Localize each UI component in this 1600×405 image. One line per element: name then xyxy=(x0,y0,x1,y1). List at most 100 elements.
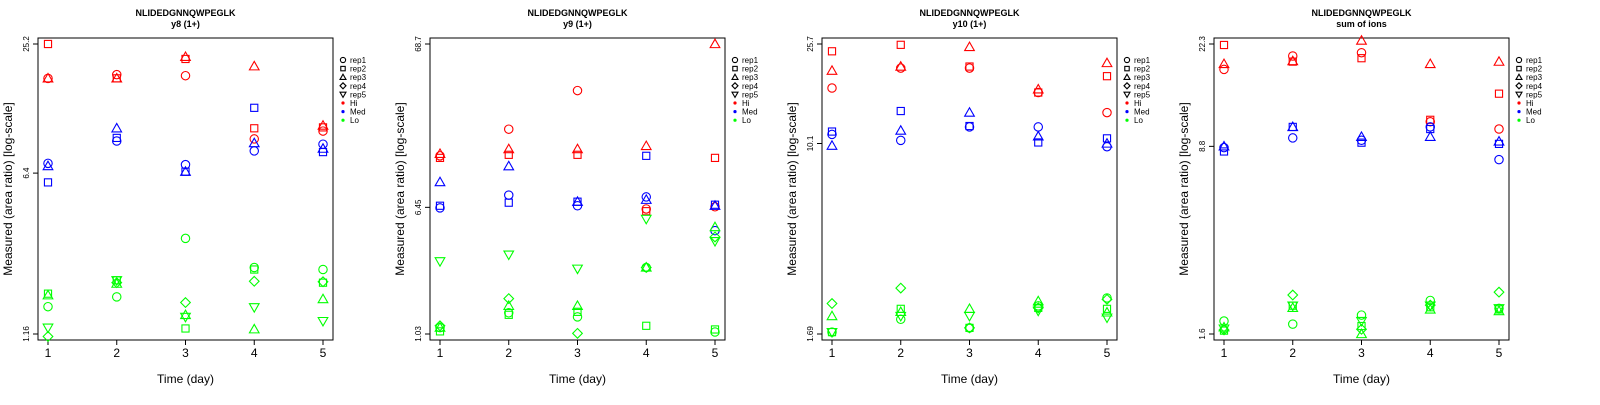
data-point xyxy=(1101,306,1113,317)
data-point xyxy=(827,83,837,93)
data-point xyxy=(1288,133,1298,143)
series-med-rep3 xyxy=(1218,120,1505,151)
series-lo-rep3 xyxy=(826,295,1113,321)
chart-title: NLIDEDGNNQWPEGLK xyxy=(136,8,236,18)
legend-label: Hi xyxy=(350,99,358,108)
y-tick-label: 1.69 xyxy=(806,326,815,342)
y-axis-title: Measured (area ratio) [log-scale] xyxy=(393,102,407,275)
data-point xyxy=(1424,301,1437,312)
x-tick-label: 3 xyxy=(574,346,581,360)
data-point xyxy=(710,153,720,163)
data-point xyxy=(1101,313,1113,324)
legend-label: Lo xyxy=(742,116,751,125)
series-hi-rep3 xyxy=(826,41,1113,94)
series-hi-rep2 xyxy=(827,40,1112,97)
data-point xyxy=(1355,323,1368,335)
data-point xyxy=(1494,89,1504,98)
data-point xyxy=(1288,319,1298,329)
legend-label: Lo xyxy=(350,116,359,125)
data-point xyxy=(571,327,584,339)
data-point xyxy=(434,320,446,332)
data-point xyxy=(435,201,445,210)
legend-symbol xyxy=(1123,73,1131,80)
data-point xyxy=(1102,134,1112,143)
x-tick-label: 3 xyxy=(1358,346,1365,360)
data-point xyxy=(1218,140,1230,151)
legend-label: rep5 xyxy=(1134,90,1151,99)
data-point xyxy=(709,221,721,232)
data-point xyxy=(1424,130,1437,141)
data-point xyxy=(248,137,261,148)
data-point xyxy=(1493,304,1505,315)
legend-symbol xyxy=(1123,91,1131,99)
data-point xyxy=(895,135,906,146)
data-point xyxy=(642,321,651,330)
data-point xyxy=(1356,310,1367,320)
series-med-rep3 xyxy=(42,122,329,176)
data-point xyxy=(249,262,260,273)
data-point xyxy=(896,106,905,116)
legend-symbol xyxy=(339,82,347,90)
data-point xyxy=(435,203,445,213)
data-point xyxy=(1287,289,1299,301)
legend-symbol xyxy=(339,73,347,80)
data-point xyxy=(1219,142,1229,153)
data-point xyxy=(965,121,974,131)
series-med-rep3 xyxy=(434,160,721,210)
legend-symbol xyxy=(1125,110,1129,114)
data-point xyxy=(1424,303,1437,314)
data-point xyxy=(503,124,514,134)
data-point xyxy=(571,143,584,154)
x-tick-label: 1 xyxy=(1221,346,1228,360)
legend-symbol xyxy=(731,56,739,64)
data-point xyxy=(112,69,122,80)
legend-symbol xyxy=(339,91,347,99)
series-med-rep1 xyxy=(827,122,1112,152)
legend-symbol xyxy=(733,118,737,122)
data-point xyxy=(827,127,837,136)
data-point xyxy=(826,64,838,75)
data-point xyxy=(504,150,513,159)
legend-label: Med xyxy=(350,108,366,117)
data-point xyxy=(573,150,582,159)
plot-frame xyxy=(429,37,726,341)
data-point xyxy=(1032,302,1044,314)
legend-symbol xyxy=(1124,65,1130,72)
chart-subtitle: y9 (1+) xyxy=(563,19,592,29)
legend-symbol xyxy=(341,118,345,122)
data-point xyxy=(1493,55,1505,66)
data-point xyxy=(1355,328,1368,339)
data-point xyxy=(42,323,54,334)
data-point xyxy=(827,47,837,56)
data-point xyxy=(503,308,514,318)
data-point xyxy=(709,38,721,49)
legend-label: rep4 xyxy=(1134,82,1151,91)
legend-label: rep3 xyxy=(1134,73,1151,82)
data-point xyxy=(434,257,446,268)
data-point xyxy=(42,289,54,300)
data-point xyxy=(1493,286,1505,298)
series-lo-rep4 xyxy=(826,282,1113,334)
y-axis-title: Measured (area ratio) [log-scale] xyxy=(785,102,799,275)
data-point xyxy=(503,292,515,305)
data-point xyxy=(1218,58,1230,69)
legend-label: rep4 xyxy=(350,82,367,91)
data-point xyxy=(572,312,583,322)
data-point xyxy=(1286,55,1299,66)
legend-symbol xyxy=(341,110,345,114)
legend-symbol xyxy=(731,82,739,90)
series-lo-rep4 xyxy=(42,275,329,343)
data-point xyxy=(896,40,905,49)
data-point xyxy=(571,299,584,310)
legend-label: Med xyxy=(1134,108,1150,117)
data-point xyxy=(709,199,721,210)
data-point xyxy=(503,190,514,200)
data-point xyxy=(502,143,515,154)
data-point xyxy=(318,126,328,136)
legend-symbol xyxy=(1515,73,1523,80)
chart-title: NLIDEDGNNQWPEGLK xyxy=(528,8,628,18)
